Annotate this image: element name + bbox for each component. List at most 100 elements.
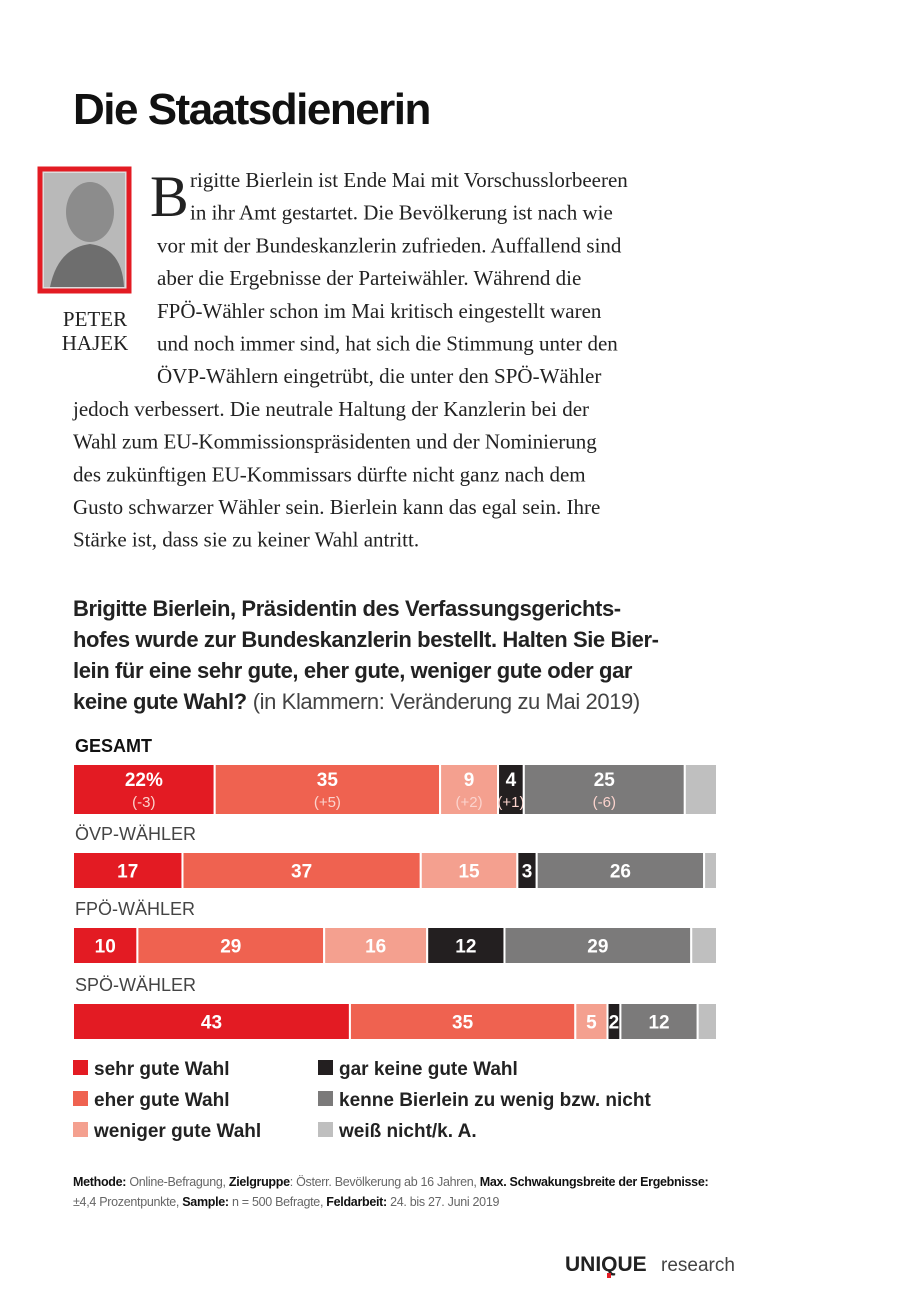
article: rigitte Bierlein ist Ende Mai mit Vorsch… xyxy=(72,168,628,552)
bar-segment xyxy=(136,926,326,965)
footnote-text: Online-Befragung, xyxy=(126,1175,229,1189)
bar-segment xyxy=(348,1002,577,1041)
logo-dot xyxy=(607,1273,611,1278)
article-line: Gusto schwarzer Wähler sein. Bierlein ka… xyxy=(73,495,600,519)
legend-label: eher gute Wahl xyxy=(94,1090,229,1111)
article-line: des zukünftigen EU-Kommissars dürfte nic… xyxy=(73,462,586,486)
title: Die Staatsdienerin xyxy=(73,85,430,134)
bar-segment xyxy=(690,926,718,965)
author-last: HAJEK xyxy=(62,331,129,355)
bar-segment xyxy=(72,1002,351,1041)
change-label: (-6) xyxy=(593,794,616,811)
change-label: (+1) xyxy=(497,794,524,811)
question-text: lein für eine sehr gute, eher gute, weni… xyxy=(73,658,633,683)
change-label: (-3) xyxy=(132,794,155,811)
question-line: keine gute Wahl? (in Klammern: Veränderun… xyxy=(73,689,640,714)
question-text: keine gute Wahl? xyxy=(73,689,247,714)
footnote-text: n = 500 Befragte, xyxy=(229,1195,327,1209)
legend-swatch xyxy=(73,1122,88,1137)
value-label: 5 xyxy=(586,1013,597,1034)
author-photo xyxy=(37,166,132,294)
bar-segment xyxy=(439,763,500,816)
value-label: 22% xyxy=(125,770,163,791)
bar-segment xyxy=(619,1002,699,1041)
logo-brand: UNIQUE xyxy=(565,1253,647,1276)
question-line: hofes wurde zur Bundeskanzlerin bestellt… xyxy=(73,627,659,652)
footnote-text: Sample: xyxy=(182,1195,229,1209)
bar-segment xyxy=(426,926,506,965)
value-label: 26 xyxy=(610,862,631,883)
bar-segment xyxy=(535,851,706,890)
value-label: 35 xyxy=(317,770,339,791)
question: Brigitte Bierlein, Präsidentin des Verfa… xyxy=(73,596,659,714)
value-label: 17 xyxy=(117,862,138,883)
article-line: rigitte Bierlein ist Ende Mai mit Vorsch… xyxy=(190,168,628,192)
article-line: ÖVP-Wählern eingetrübt, die unter den SP… xyxy=(157,364,601,388)
value-label: 37 xyxy=(291,862,312,883)
value-label: 10 xyxy=(95,937,116,958)
footnote-line: Methode: Online-Befragung, Zielgruppe: Ö… xyxy=(73,1175,708,1189)
bar-segment xyxy=(503,926,693,965)
legend-swatch xyxy=(318,1122,333,1137)
value-label: 16 xyxy=(365,937,386,958)
change-label: (+2) xyxy=(456,794,483,811)
drop-cap: B xyxy=(150,164,189,229)
value-label: 2 xyxy=(609,1013,620,1034)
article-line: vor mit der Bundeskanzlerin zufrieden. A… xyxy=(157,233,622,257)
change-label: (+5) xyxy=(314,794,341,811)
value-label: 12 xyxy=(455,937,476,958)
category-label: ÖVP-WÄHLER xyxy=(75,824,196,844)
bar-segment xyxy=(683,763,718,816)
legend-label: sehr gute Wahl xyxy=(94,1059,229,1080)
value-label: 43 xyxy=(201,1013,222,1034)
article-line: in ihr Amt gestartet. Die Bevölkerung is… xyxy=(190,201,613,225)
logo-suffix: research xyxy=(661,1255,735,1276)
article-line: FPÖ-Wähler schon im Mai kritisch eingest… xyxy=(157,299,602,323)
legend: sehr gute Wahl eher gute Wahl weniger gute… xyxy=(73,1059,651,1142)
bar-segment xyxy=(181,851,422,890)
legend-swatch xyxy=(73,1091,88,1106)
value-label: 29 xyxy=(220,937,241,958)
question-text: Brigitte Bierlein, Präsidentin des Verfa… xyxy=(73,596,621,621)
footnote-text: Methode: xyxy=(73,1175,126,1189)
question-line: Brigitte Bierlein, Präsidentin des Verfa… xyxy=(73,596,621,621)
footnote-text: Max. Schwakungsbreite der Ergebnisse: xyxy=(480,1175,709,1189)
value-label: 15 xyxy=(458,862,480,883)
legend-swatch xyxy=(318,1091,333,1106)
legend-swatch xyxy=(318,1060,333,1075)
legend-label: gar keine gute Wahl xyxy=(339,1059,518,1080)
legend-swatch xyxy=(73,1060,88,1075)
bar-segment xyxy=(72,851,184,890)
category-label: SPÖ-WÄHLER xyxy=(75,975,196,995)
question-note: (in Klammern: Veränderung zu Mai 2019) xyxy=(253,689,640,714)
bar-segment xyxy=(696,1002,718,1041)
article-line: und noch immer sind, hat sich die Stimmu… xyxy=(157,332,618,356)
footnote-text: Zielgruppe xyxy=(229,1175,290,1189)
author-first: PETER xyxy=(63,307,127,331)
question-line: lein für eine sehr gute, eher gute, weni… xyxy=(73,658,633,683)
value-label: 9 xyxy=(464,770,475,791)
category-label: GESAMT xyxy=(75,736,152,756)
legend-label: weniger gute Wahl xyxy=(93,1121,261,1142)
article-line: Stärke ist, dass sie zu keiner Wahl antr… xyxy=(73,528,419,552)
legend-label: kenne Bierlein zu wenig bzw. nicht xyxy=(339,1090,651,1111)
question-text: hofes wurde zur Bundeskanzlerin bestellt… xyxy=(73,627,659,652)
value-label: 29 xyxy=(587,937,608,958)
footnote-text: ±4,4 Prozentpunkte, xyxy=(73,1195,182,1209)
article-line: aber die Ergebnisse der Parteiwähler. Wä… xyxy=(157,266,581,290)
bar-segment xyxy=(213,763,442,816)
footnote: Methode: Online-Befragung, Zielgruppe: Ö… xyxy=(73,1175,709,1209)
footnote-text: 24. bis 27. Juni 2019 xyxy=(387,1195,500,1209)
article-line: jedoch verbessert. Die neutrale Haltung … xyxy=(72,397,589,421)
value-label: 25 xyxy=(594,770,616,791)
category-label: FPÖ-WÄHLER xyxy=(75,899,195,919)
bar-segment xyxy=(323,926,429,965)
legend-label: weiß nicht/k. A. xyxy=(338,1121,477,1142)
value-label: 3 xyxy=(522,862,533,883)
footnote-text: Feldarbeit: xyxy=(326,1195,387,1209)
article-line: Wahl zum EU-Kommissionspräsidenten und d… xyxy=(73,430,597,454)
bar-segment xyxy=(703,851,718,890)
chart: GESAMT22%(-3)35(+5)9(+2)4(+1)25(-6)ÖVP-W… xyxy=(72,736,718,1041)
